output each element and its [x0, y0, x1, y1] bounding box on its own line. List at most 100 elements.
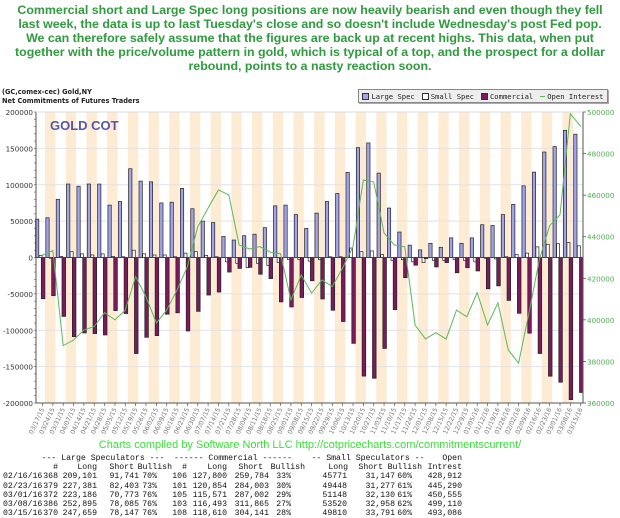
table-cell: 127,800 [192, 472, 227, 482]
large-spec-bar [66, 183, 71, 258]
small-spec-bar [566, 242, 571, 258]
commercial-bar [216, 257, 222, 293]
open-interest-point [538, 259, 540, 261]
large-spec-bar [356, 147, 361, 258]
credit-line: Charts compiled by Software North LLC ht… [98, 439, 522, 451]
large-spec-bar [521, 185, 526, 258]
commercial-bar [372, 257, 377, 379]
commercial-bar [517, 257, 522, 314]
commercial-bar [103, 257, 108, 336]
column-header: Short [238, 463, 263, 473]
open-interest-swatch [540, 95, 546, 97]
table-cell: 62% [397, 499, 412, 509]
open-interest-point [62, 345, 64, 347]
right-axis-tick-label: 380000 [587, 357, 615, 366]
open-interest-point [114, 319, 116, 321]
table-cell: 499,110 [427, 499, 462, 509]
table-row: 02/16/16 368 209,101 91,741 70% 106 127,800 259… [0, 472, 620, 481]
small-spec-bar [100, 253, 105, 258]
table-cell: 33,791 [365, 509, 395, 518]
table-cell: 493,086 [427, 509, 462, 518]
date-cell: 03/08/16 [3, 499, 43, 509]
table-cell: 370 [43, 509, 58, 518]
chart-title: GOLD COT [50, 118, 119, 133]
open-interest-point [559, 214, 561, 216]
column-header: Long [207, 463, 227, 473]
left-axis-tick-label: 150000 [6, 144, 34, 153]
large-spec-bar [418, 249, 423, 258]
commercial-bar [568, 257, 574, 400]
table-cell: 53520 [322, 499, 347, 509]
commercial-bar [465, 257, 470, 269]
column-header: # [182, 463, 187, 473]
open-interest-point [476, 292, 478, 294]
table-cell: 78,147 [109, 509, 139, 518]
right-axis-tick-label: 460000 [587, 191, 615, 200]
large-spec-bar [304, 228, 309, 258]
right-axis-tick-label: 360000 [587, 399, 615, 408]
large-spec-bar [159, 202, 164, 258]
column-header: # [53, 463, 58, 473]
open-interest-point [290, 299, 292, 301]
table-cell: 51148 [322, 490, 347, 500]
large-spec-bar [293, 214, 298, 258]
table-cell: 70,773 [109, 490, 139, 500]
large-spec-bar [314, 212, 319, 258]
open-interest-point [311, 292, 312, 294]
open-interest-point [394, 244, 395, 246]
large-spec-bar [262, 227, 267, 258]
large-spec-bar [149, 181, 154, 258]
small-spec-bar [535, 246, 540, 258]
commercial-bar [434, 257, 439, 268]
table-cell: 76% [142, 490, 157, 500]
commercial-bar [382, 257, 387, 349]
open-interest-point [569, 113, 571, 115]
left-axis-tick-label: -150000 [3, 363, 33, 372]
table-cell: 227,381 [62, 481, 97, 491]
open-interest-point [373, 181, 375, 183]
large-spec-bar [335, 193, 340, 258]
open-interest-point [166, 309, 168, 311]
right-axis-tick-label: 500000 [587, 108, 615, 117]
open-interest-point [414, 324, 416, 326]
large-spec-bar [231, 239, 236, 258]
table-cell: 116,493 [192, 499, 227, 509]
large-spec-bar [459, 242, 464, 258]
commercial-bar [475, 257, 480, 272]
column-header: Bullish [270, 463, 305, 473]
legend-small-spec: Small Spec [421, 92, 474, 101]
column-header: Long [77, 463, 97, 473]
table-cell: 32,958 [365, 499, 395, 509]
large-spec-bar [387, 207, 392, 258]
table-cell: 61% [397, 481, 412, 491]
commercial-bar [92, 257, 98, 334]
large-spec-bar [211, 222, 216, 258]
open-interest-point [404, 246, 406, 248]
commercial-bar [548, 257, 553, 377]
large-spec-bar [573, 133, 578, 258]
open-interest-point [155, 322, 157, 324]
large-spec-bar [169, 201, 174, 258]
large-spec-bar [86, 183, 91, 258]
large-spec-bar [138, 180, 143, 258]
open-interest-line [42, 112, 582, 365]
commercial-bar [227, 257, 232, 273]
table-cell: 106 [172, 472, 187, 482]
small-spec-bar [380, 254, 384, 258]
table-cell: 76% [142, 509, 157, 518]
open-interest-point [104, 312, 105, 313]
table-cell: 31,147 [365, 472, 395, 482]
commercial-bar [196, 257, 201, 312]
cot-chart: 200000150000100000500000-50000-100000-15… [3, 108, 615, 435]
open-interest-point [187, 266, 188, 268]
table-cell: 60% [397, 509, 412, 518]
column-header: Short [109, 463, 134, 473]
small-spec-bar [545, 243, 550, 258]
column-header: Short [358, 463, 383, 473]
open-interest-point [352, 246, 354, 248]
large-spec-bar [511, 204, 516, 258]
table-cell: 33% [276, 472, 291, 482]
open-interest-point [280, 253, 281, 255]
date-cell: 02/23/16 [3, 481, 43, 491]
chart-legend: Large Spec Small Spec Commercial Open In… [358, 89, 608, 103]
